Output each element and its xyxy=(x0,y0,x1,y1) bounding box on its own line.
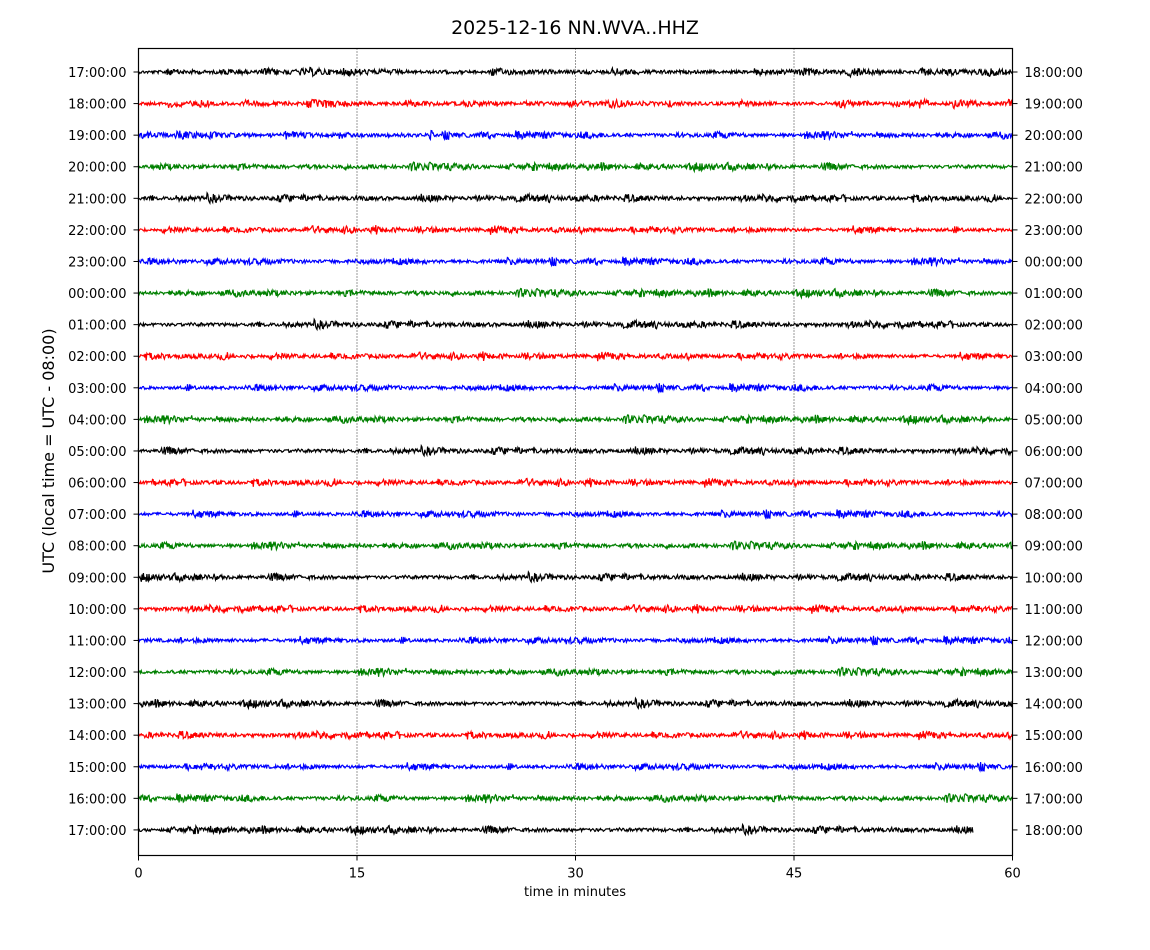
x-axis-label: time in minutes xyxy=(524,885,626,900)
seismic-trace xyxy=(137,65,1013,79)
y-tick-label-left: 02:00:00 xyxy=(68,350,126,365)
y-tick-label-right: 02:00:00 xyxy=(1025,319,1083,334)
y-tick-label-left: 07:00:00 xyxy=(68,508,126,523)
seismic-trace xyxy=(137,603,1013,615)
seismic-trace xyxy=(137,97,1013,111)
y-tick-label-right: 09:00:00 xyxy=(1025,540,1083,555)
seismic-trace xyxy=(137,792,1013,805)
seismic-trace xyxy=(137,224,1013,236)
x-tick-label: 15 xyxy=(349,867,366,882)
y-tick-label-right: 22:00:00 xyxy=(1025,192,1083,207)
y-tick-label-right: 14:00:00 xyxy=(1025,698,1083,713)
y-tick-label-right: 08:00:00 xyxy=(1025,508,1083,523)
y-tick-label-left: 14:00:00 xyxy=(68,729,126,744)
y-tick-label-right: 11:00:00 xyxy=(1025,603,1083,618)
y-tick-label-left: 08:00:00 xyxy=(68,540,126,555)
seismic-trace xyxy=(137,509,1013,521)
y-tick-label-right: 10:00:00 xyxy=(1025,571,1083,586)
y-tick-label-left: 15:00:00 xyxy=(68,761,126,776)
seismic-trace xyxy=(137,729,1013,741)
y-tick-label-left: 17:00:00 xyxy=(68,824,126,839)
y-tick-label-left: 06:00:00 xyxy=(68,477,126,492)
y-tick-label-right: 20:00:00 xyxy=(1025,129,1083,144)
y-tick-label-left: 12:00:00 xyxy=(68,666,126,681)
y-tick-label-right: 16:00:00 xyxy=(1025,761,1083,776)
seismic-trace xyxy=(137,443,1013,458)
y-tick-label-right: 23:00:00 xyxy=(1025,224,1083,239)
y-tick-label-left: 10:00:00 xyxy=(68,603,126,618)
y-tick-label-right: 00:00:00 xyxy=(1025,255,1083,270)
y-tick-label-left: 03:00:00 xyxy=(68,382,126,397)
y-tick-label-left: 04:00:00 xyxy=(68,413,126,428)
y-tick-label-left: 18:00:00 xyxy=(68,98,126,113)
traces xyxy=(137,65,1013,837)
x-tick-label: 30 xyxy=(567,867,584,882)
y-tick-label-right: 04:00:00 xyxy=(1025,382,1083,397)
y-tick-label-right: 01:00:00 xyxy=(1025,287,1083,302)
seismic-trace xyxy=(137,287,1013,300)
y-tick-label-left: 16:00:00 xyxy=(68,792,126,807)
seismic-trace xyxy=(137,696,1013,711)
x-tick-label: 0 xyxy=(134,867,142,882)
seismic-trace xyxy=(137,191,1013,205)
seismic-trace xyxy=(137,317,1013,332)
y-tick-label-right: 15:00:00 xyxy=(1025,729,1083,744)
seismic-trace xyxy=(137,822,974,837)
y-tick-label-right: 18:00:00 xyxy=(1025,824,1083,839)
seismic-trace xyxy=(137,160,1013,174)
chart-title: 2025-12-16 NN.WVA..HHZ xyxy=(451,17,699,39)
y-tick-label-left: 00:00:00 xyxy=(68,287,126,302)
y-tick-label-left: 09:00:00 xyxy=(68,571,126,586)
seismic-trace xyxy=(137,539,1013,552)
x-ticks: 0 15 30 45 60 xyxy=(134,855,1021,882)
seismic-trace xyxy=(137,350,1013,362)
y-tick-label-left: 22:00:00 xyxy=(68,224,126,239)
y-tick-label-left: 23:00:00 xyxy=(68,255,126,270)
seismic-trace xyxy=(137,761,1013,773)
y-tick-label-right: 05:00:00 xyxy=(1025,413,1083,428)
y-tick-label-right: 03:00:00 xyxy=(1025,350,1083,365)
y-tick-label-right: 07:00:00 xyxy=(1025,477,1083,492)
y-tick-label-right: 12:00:00 xyxy=(1025,634,1083,649)
seismic-trace xyxy=(137,570,1013,584)
y-tick-label-left: 17:00:00 xyxy=(68,66,126,81)
seismic-trace xyxy=(137,382,1013,394)
y-tick-label-left: 20:00:00 xyxy=(68,161,126,176)
y-tick-label-left: 13:00:00 xyxy=(68,698,126,713)
y-tick-label-left: 05:00:00 xyxy=(68,445,126,460)
seismic-trace xyxy=(137,666,1013,679)
y-tick-label-left: 11:00:00 xyxy=(68,634,126,649)
y-tick-label-right: 21:00:00 xyxy=(1025,161,1083,176)
y-ticks: 17:00:00 18:00:00 18:00:00 19:00:00 19:00:00… xyxy=(68,66,1083,839)
y-tick-label-right: 19:00:00 xyxy=(1025,98,1083,113)
x-tick-label: 45 xyxy=(786,867,803,882)
y-tick-label-right: 18:00:00 xyxy=(1025,66,1083,81)
x-tick-label: 60 xyxy=(1004,867,1021,882)
y-tick-label-left: 19:00:00 xyxy=(68,129,126,144)
y-tick-label-left: 21:00:00 xyxy=(68,192,126,207)
y-tick-label-right: 13:00:00 xyxy=(1025,666,1083,681)
y-tick-label-left: 01:00:00 xyxy=(68,319,126,334)
seismic-trace xyxy=(137,256,1013,268)
y-tick-label-right: 06:00:00 xyxy=(1025,445,1083,460)
y-tick-label-right: 17:00:00 xyxy=(1025,792,1083,807)
seismic-trace xyxy=(137,477,1013,489)
y-axis-label: UTC (local time = UTC - 08:00) xyxy=(39,328,58,573)
grid-lines xyxy=(356,48,795,856)
seismic-trace xyxy=(137,635,1013,647)
seismic-trace xyxy=(137,129,1013,142)
seismic-trace xyxy=(137,413,1013,427)
